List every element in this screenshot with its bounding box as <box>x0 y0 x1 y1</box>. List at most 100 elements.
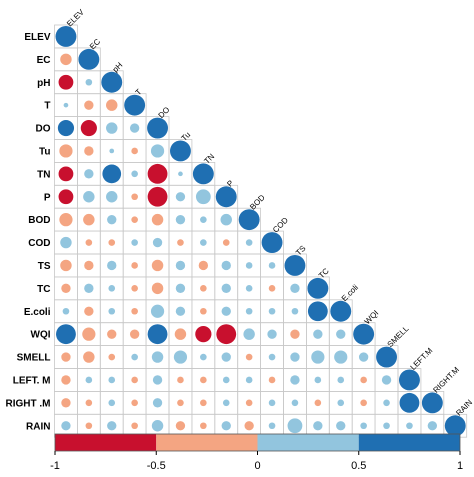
column-label: T <box>134 87 144 97</box>
correlation-circles <box>55 26 466 437</box>
correlation-circle <box>59 144 73 158</box>
correlation-circle <box>63 102 69 108</box>
correlation-circle <box>238 209 260 231</box>
correlation-circle <box>61 283 71 294</box>
row-label: BOD <box>28 215 50 226</box>
correlation-circle <box>222 376 230 384</box>
correlation-circle <box>62 307 70 315</box>
correlation-circle <box>106 99 118 111</box>
correlation-circle <box>131 147 138 155</box>
correlation-circle <box>175 306 186 316</box>
correlation-circle <box>60 236 72 249</box>
correlation-circle <box>151 351 164 363</box>
column-label: P <box>225 179 235 189</box>
correlation-circle <box>174 328 187 340</box>
correlation-circle <box>221 260 231 271</box>
colorbar-tick-label: 0.5 <box>351 460 366 472</box>
correlation-circle <box>80 119 97 137</box>
correlation-circle <box>131 239 138 246</box>
column-label: RAIN <box>454 398 474 418</box>
correlation-circle <box>131 399 138 407</box>
correlation-circle <box>59 213 73 227</box>
correlation-circle <box>313 421 323 431</box>
correlation-circle <box>360 422 367 430</box>
correlation-circle <box>152 375 163 385</box>
correlation-circle <box>314 376 322 384</box>
correlation-circle <box>221 421 231 431</box>
correlation-circle <box>58 189 74 205</box>
correlation-grid <box>54 24 468 438</box>
correlation-circle <box>58 166 74 182</box>
correlation-circle <box>337 376 345 384</box>
correlation-circle <box>177 399 184 407</box>
correlation-circle <box>221 283 231 294</box>
correlation-circle <box>290 375 300 385</box>
correlation-circle <box>129 329 140 339</box>
correlation-circle <box>336 329 346 339</box>
correlation-circle <box>147 324 168 345</box>
correlation-circle <box>124 94 146 116</box>
correlation-circle <box>147 186 168 207</box>
correlation-circle <box>444 415 466 437</box>
correlation-circle <box>175 260 186 271</box>
row-label: TC <box>37 284 50 295</box>
correlation-circle <box>177 239 184 246</box>
row-label: EC <box>37 55 51 66</box>
colorbar-tick-label: -1 <box>50 460 60 472</box>
correlation-circle <box>353 323 375 345</box>
correlation-circle <box>178 171 183 177</box>
correlation-circle <box>60 259 72 272</box>
correlation-circle <box>192 163 214 185</box>
correlation-circle <box>337 399 345 407</box>
correlation-circle <box>61 352 71 362</box>
correlation-circle <box>151 213 164 226</box>
colorbar-segment <box>257 434 359 451</box>
correlation-circle <box>360 399 367 407</box>
column-label: WQI <box>363 308 381 326</box>
correlation-circle <box>150 144 165 158</box>
correlation-circle <box>131 353 138 361</box>
colorbar: -1 -0.5 0 0.5 1 <box>50 433 463 472</box>
correlation-circle <box>200 285 207 292</box>
correlation-circle <box>245 262 253 269</box>
correlation-circle <box>195 189 211 205</box>
correlation-circle <box>245 285 253 292</box>
correlation-circle <box>152 237 163 248</box>
correlation-circle <box>200 422 207 430</box>
correlation-circle <box>101 71 123 93</box>
row-label: E.coli <box>24 307 51 318</box>
correlation-circle <box>85 376 93 384</box>
correlation-circle <box>421 392 443 414</box>
row-label: WQI <box>31 330 51 341</box>
correlation-circle <box>106 191 118 203</box>
correlation-circle <box>131 422 138 430</box>
column-label: COD <box>271 215 290 234</box>
correlation-circle <box>358 352 369 362</box>
correlation-circle <box>84 306 94 316</box>
correlation-circle <box>268 422 276 430</box>
correlation-circle <box>427 421 438 431</box>
correlation-circle <box>57 119 75 137</box>
correlation-circle <box>84 100 94 110</box>
correlation-circle <box>107 329 117 339</box>
correlation-circle <box>85 422 93 430</box>
correlation-circle <box>287 418 303 434</box>
correlation-circle <box>108 307 116 315</box>
correlation-circle <box>195 326 212 343</box>
correlation-circle <box>131 285 138 292</box>
colorbar-tick-label: 1 <box>457 460 463 472</box>
colorbar-segment <box>55 434 157 451</box>
correlation-circle <box>200 216 207 223</box>
correlation-circle <box>268 399 276 407</box>
correlation-circle <box>85 78 93 86</box>
row-label: pH <box>37 78 50 89</box>
correlation-circle <box>376 346 397 368</box>
correlation-circle <box>244 421 254 431</box>
correlation-circle <box>399 392 420 413</box>
correlation-circle <box>245 353 253 361</box>
correlation-circle <box>108 285 116 292</box>
correlation-circle <box>200 307 207 315</box>
correlation-circle <box>268 285 276 292</box>
correlation-circle <box>311 350 325 364</box>
